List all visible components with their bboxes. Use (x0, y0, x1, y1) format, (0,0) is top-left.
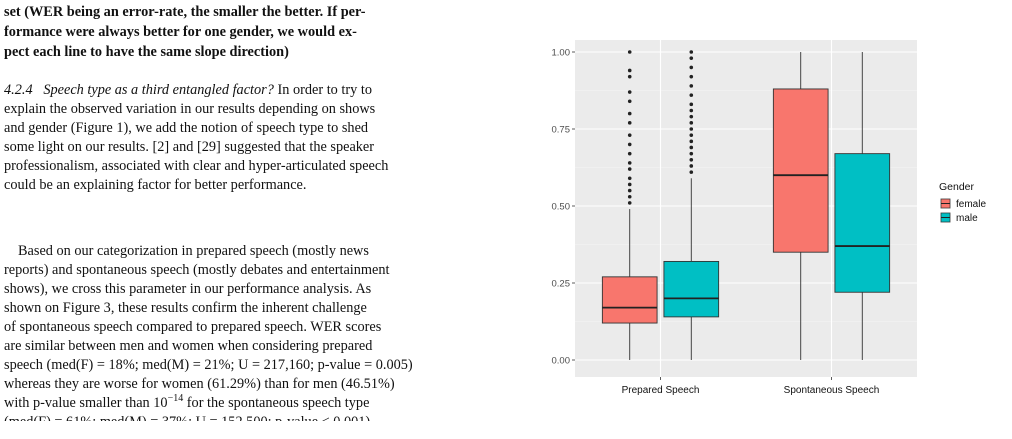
outlier-point (689, 158, 694, 162)
outlier-point (689, 164, 694, 168)
paragraph-line: with p-value smaller than 10−14 for the … (4, 394, 490, 413)
x-tick-label: Prepared Speech (622, 385, 700, 396)
outlier-point (689, 108, 694, 113)
caption-line: pect each line to have the same slope di… (4, 44, 289, 60)
y-tick-label: 1.00 (552, 48, 571, 59)
outlier-point (627, 50, 632, 54)
outlier-point (689, 65, 694, 70)
outlier-point (627, 121, 632, 125)
paragraph-line: Based on our categorization in prepared … (18, 243, 369, 259)
outlier-point (689, 56, 694, 60)
paragraph-line: reports) and spontaneous speech (mostly … (4, 262, 390, 278)
outlier-point (627, 142, 632, 147)
outlier-point (689, 145, 694, 150)
outlier-point (627, 182, 632, 187)
outlier-point (627, 176, 632, 181)
figure-caption: set (WER being an error-rate, the smalle… (4, 2, 490, 62)
outlier-point (627, 133, 632, 137)
outlier-point (689, 127, 694, 131)
legend-label: female (956, 199, 986, 210)
legend-title: Gender (939, 181, 975, 193)
caption-line: set (WER being an error-rate, the smalle… (4, 4, 366, 20)
outlier-point (689, 74, 694, 79)
outlier-point (689, 133, 694, 137)
paragraph-line: and gender (Figure 1), we add the notion… (4, 120, 369, 136)
paragraph-line: explain the observed variation in our re… (4, 101, 376, 117)
outlier-point (627, 99, 632, 104)
outlier-point (627, 167, 632, 171)
outlier-point (627, 111, 632, 116)
paragraph-text: with p-value smaller than 10 (4, 395, 168, 411)
y-tick-label: 0.25 (552, 279, 571, 290)
paragraph-line: shows), we cross this parameter in our p… (4, 281, 372, 297)
exponent: −14 (167, 393, 184, 405)
boxplot-chart: 0.00 0.25 0.50 0.75 1.00 Prepared Speech Spont… (535, 40, 1012, 425)
paragraph-line: are similar between men and women when c… (4, 338, 373, 354)
paragraph-line-cut: (med(F) = 61%; med(M) = 37%; U = 152,500… (4, 413, 490, 421)
paragraph-text: In order to try to (277, 82, 372, 98)
legend-label: male (956, 213, 978, 224)
box-female (772, 88, 829, 253)
caption-line: formance were always better for one gend… (4, 24, 357, 40)
outlier-point (627, 201, 632, 205)
paragraph-line: professionalism, associated with clear a… (4, 158, 389, 174)
paragraph-speech-type: 4.2.4 Speech type as a third entangled f… (4, 81, 490, 195)
outlier-point (689, 84, 694, 88)
chart-svg: 0.00 0.25 0.50 0.75 1.00 Prepared Speech Spont… (552, 40, 986, 396)
outlier-point (627, 90, 632, 94)
y-tick-label: 0.00 (552, 356, 571, 367)
box-male (663, 260, 720, 318)
outlier-point (627, 68, 632, 73)
paragraph-line: speech (med(F) = 18%; med(M) = 21%; U = … (4, 357, 413, 373)
outlier-point (689, 50, 694, 54)
section-number: 4.2.4 (4, 82, 33, 98)
outlier-point (689, 121, 694, 125)
paragraph-categorization: Based on our categorization in prepared … (4, 242, 490, 421)
outlier-point (627, 161, 632, 165)
outlier-point (627, 151, 632, 156)
outlier-point (689, 102, 694, 107)
paragraph-line: shown on Figure 3, these results confirm… (4, 300, 367, 316)
outlier-point (689, 151, 694, 156)
outlier-point (689, 93, 694, 97)
paragraph-text: for the spontaneous speech type (183, 395, 370, 411)
x-tick-label: Spontaneous Speech (784, 385, 880, 396)
paragraph-line: could be an explaining factor for better… (4, 177, 307, 193)
paragraph-line: of spontaneous speech compared to prepar… (4, 319, 382, 335)
box-female (601, 276, 658, 324)
paragraph-line: whereas they are worse for women (61.29%… (4, 376, 395, 392)
outlier-point (627, 188, 632, 193)
paragraph-line: 4.2.4 Speech type as a third entangled f… (4, 81, 490, 100)
section-title: Speech type as a third entangled factor? (43, 82, 274, 98)
outlier-point (689, 114, 694, 119)
outlier-point (689, 139, 694, 144)
y-tick-label: 0.50 (552, 202, 571, 213)
outlier-point (689, 170, 694, 174)
y-tick-label: 0.75 (552, 125, 571, 136)
paragraph-line: some light on our results. [2] and [29] … (4, 139, 375, 155)
outlier-point (627, 74, 632, 79)
outlier-point (627, 194, 632, 199)
box-male (834, 153, 891, 293)
